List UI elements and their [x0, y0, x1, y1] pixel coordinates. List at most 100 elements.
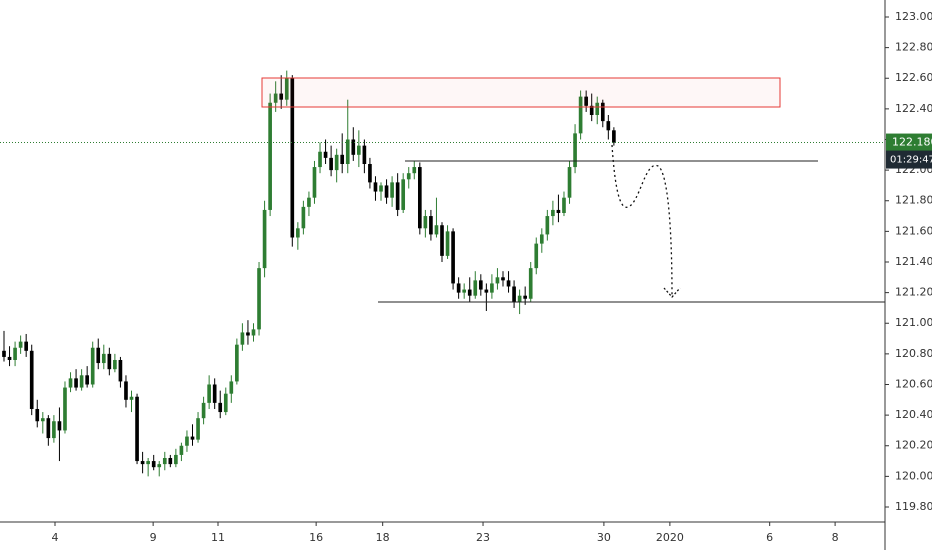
candle-body [440, 225, 444, 256]
candle-body [395, 182, 400, 210]
y-tick-label: 120.000 [895, 469, 932, 482]
x-tick-label: 16 [309, 531, 323, 544]
candle-body [589, 105, 594, 115]
last-price-label: 122.180 [892, 136, 932, 149]
candle-body [296, 228, 300, 238]
candle-body [345, 139, 350, 164]
x-tick-label: 9 [150, 531, 157, 544]
candle-body [7, 356, 12, 360]
candle-body [318, 151, 322, 168]
candle-body [517, 295, 522, 302]
candle-body [79, 375, 84, 388]
candle-body [612, 130, 616, 143]
candle-body [74, 378, 78, 388]
candle-body [196, 418, 200, 440]
candle-body [124, 381, 128, 400]
candle-body [473, 280, 478, 296]
projection-arrow [663, 287, 681, 298]
candle-body [140, 461, 145, 465]
axes: 119.800 120.000 120.200 120.400 120.600 120.8… [52, 10, 932, 544]
candle-body [240, 332, 245, 345]
candle-body [523, 295, 527, 299]
candle-body [301, 206, 306, 229]
y-tick-label: 121.400 [895, 255, 932, 268]
candle-body [18, 341, 23, 348]
candle-body [595, 102, 600, 115]
x-tick-label: 18 [376, 531, 390, 544]
candle-body [534, 243, 539, 269]
candle-body [556, 209, 561, 213]
y-tick-label: 123.000 [895, 10, 932, 23]
candle-body [373, 182, 378, 192]
candle-body [151, 461, 156, 468]
candle-body [423, 216, 428, 229]
y-tick-label: 120.200 [895, 439, 932, 452]
candle-body [118, 359, 123, 382]
candle-body [68, 378, 73, 388]
candle-body [490, 283, 494, 293]
candle-body [57, 421, 62, 431]
candle-body [429, 216, 433, 235]
candle-body [600, 102, 605, 122]
candle-body [567, 167, 572, 198]
candle-body [312, 167, 317, 198]
candle-body [235, 344, 239, 382]
candle-body [478, 280, 483, 290]
candle-body [268, 102, 272, 210]
candle-body [107, 353, 112, 370]
candle-body [85, 375, 89, 385]
candle-body [179, 445, 184, 455]
candle-body [13, 347, 17, 360]
candle-body [323, 151, 328, 158]
last-price-box [886, 133, 932, 152]
candle-body [35, 408, 40, 422]
candle-body [101, 353, 106, 364]
candle-body [506, 280, 511, 287]
candle-body [90, 347, 95, 385]
resistance-zone [261, 77, 781, 108]
candle-body [46, 418, 51, 439]
candle-body [279, 93, 284, 100]
candle-body [495, 277, 500, 284]
candle-body [246, 332, 250, 336]
candle-body [551, 209, 555, 217]
y-tick-label: 120.600 [895, 377, 932, 390]
candle-body [52, 421, 56, 439]
candle-body [162, 457, 167, 465]
candle-body [451, 231, 455, 284]
x-tick-label: 23 [476, 531, 490, 544]
x-tick-label: 6 [766, 531, 773, 544]
candle-body [24, 341, 28, 351]
candle-body [512, 286, 516, 302]
candle-body [528, 268, 533, 299]
candle-body [284, 78, 289, 100]
candle-body [129, 396, 134, 400]
y-tick-label: 121.200 [895, 286, 932, 299]
x-tick-label: 30 [597, 531, 611, 544]
candle-body [362, 145, 367, 164]
candle-body [168, 457, 173, 465]
candle-body [340, 154, 345, 164]
candle-body [96, 347, 101, 364]
candle-body [578, 96, 583, 134]
candle-body [207, 384, 211, 403]
candle-body [2, 350, 6, 357]
candle-body [262, 209, 267, 269]
candle-body [379, 185, 383, 192]
candle-body [185, 436, 189, 446]
candle-body [146, 461, 150, 465]
candle-body [462, 289, 467, 293]
y-tick-label: 122.400 [895, 102, 932, 115]
candle-body [229, 381, 234, 394]
candles [0, 70, 885, 477]
candle-body [290, 78, 295, 238]
y-tick-label: 122.600 [895, 71, 932, 84]
countdown-label: 01:29:47 [890, 155, 932, 166]
candle-body [584, 96, 588, 106]
candle-body [273, 93, 278, 103]
y-tick-label: 120.800 [895, 347, 932, 360]
candle-body [351, 139, 356, 155]
candle-body [29, 350, 34, 409]
